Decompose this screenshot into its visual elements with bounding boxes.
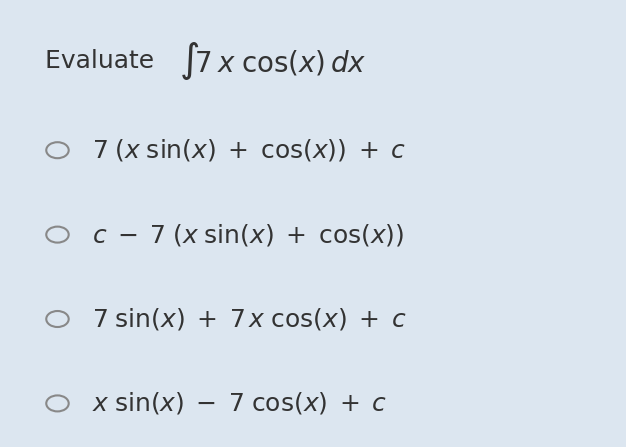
Text: $7\;\mathrm{sin}(x)\;+\;7\,x\;\mathrm{cos}(x)\;+\;c$: $7\;\mathrm{sin}(x)\;+\;7\,x\;\mathrm{co…	[92, 306, 406, 332]
Text: $x\;\mathrm{sin}(x)\;-\;7\;\mathrm{cos}(x)\;+\;c$: $x\;\mathrm{sin}(x)\;-\;7\;\mathrm{cos}(…	[92, 390, 387, 417]
Text: Evaluate: Evaluate	[45, 49, 162, 73]
Text: $c\;-\;7\;(x\;\mathrm{sin}(x)\;+\;\mathrm{cos}(x))$: $c\;-\;7\;(x\;\mathrm{sin}(x)\;+\;\mathr…	[92, 222, 404, 248]
Text: $7\;(x\;\mathrm{sin}(x)\;+\;\mathrm{cos}(x))\;+\;c$: $7\;(x\;\mathrm{sin}(x)\;+\;\mathrm{cos}…	[92, 137, 406, 163]
Text: $\int\!7\,x\;\mathrm{cos}(x)\,dx$: $\int\!7\,x\;\mathrm{cos}(x)\,dx$	[179, 40, 367, 82]
